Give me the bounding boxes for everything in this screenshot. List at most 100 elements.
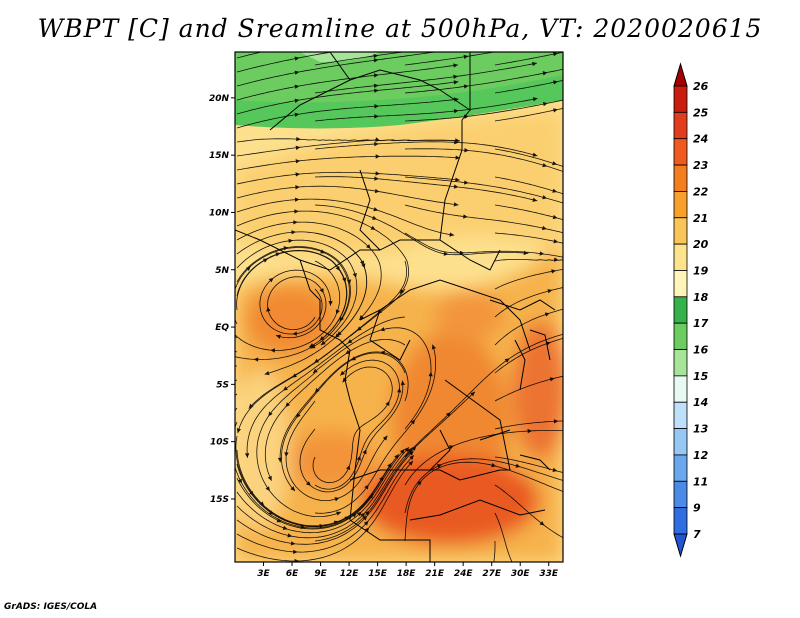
colorbar-label: 16: [693, 344, 709, 357]
streamline: [236, 450, 414, 545]
streamline-arrow: [374, 114, 379, 119]
colorbar-segment: [673, 454, 688, 482]
streamline-arrow: [262, 258, 268, 263]
streamline-arrow: [356, 455, 361, 461]
streamline-arrow: [542, 71, 548, 76]
streamline-arrow: [374, 188, 380, 194]
streamline-arrow: [236, 428, 242, 434]
streamline: [235, 260, 341, 351]
streamline-arrow: [339, 316, 344, 322]
streamline-arrow: [552, 188, 558, 193]
streamline: [285, 400, 388, 501]
streamline-arrow: [334, 333, 340, 338]
streamline-arrow: [455, 177, 460, 182]
streamline-arrow: [364, 484, 369, 490]
streamline: [236, 81, 459, 115]
streamline: [235, 344, 316, 360]
streamline-arrow: [335, 309, 340, 315]
colorbar-top-arrow: [673, 62, 688, 87]
streamline-arrow: [293, 220, 298, 225]
streamline-arrow: [385, 400, 390, 406]
streamline-arrow: [374, 176, 379, 181]
colorbar-label: 12: [693, 449, 709, 462]
lon-label: 12E: [340, 569, 360, 579]
streamline: [314, 391, 476, 542]
streamline-arrow: [282, 525, 288, 530]
lat-label: 10N: [209, 208, 230, 218]
streamline: [235, 393, 238, 396]
colorbar-label: 14: [693, 396, 708, 409]
streamline-arrow: [314, 388, 320, 393]
streamline-arrow: [268, 510, 274, 515]
lat-label: 15S: [210, 495, 229, 505]
streamline-arrow: [464, 148, 469, 153]
streamline: [494, 259, 563, 262]
streamline-arrow: [237, 478, 242, 484]
colorbar-label: 23: [693, 159, 709, 172]
streamline: [236, 453, 400, 528]
streamline-arrow: [470, 391, 475, 397]
streamline: [314, 176, 538, 202]
colorbar-bottom-arrow: [673, 533, 688, 558]
streamline-arrow: [346, 464, 351, 470]
streamline: [236, 250, 347, 341]
streamline-arrow: [491, 463, 497, 468]
streamline: [236, 98, 459, 129]
streamline-arrow: [527, 428, 533, 434]
colorbar-segment: [673, 428, 688, 456]
colorbar-label: 18: [693, 291, 709, 304]
streamline-arrow: [463, 54, 469, 59]
streamline: [236, 155, 461, 171]
streamline: [314, 344, 436, 514]
streamline-arrow: [542, 195, 548, 200]
streamline-arrow: [335, 265, 340, 271]
streamline-arrow: [267, 475, 272, 481]
streamline: [236, 460, 414, 562]
colorbar-segment: [673, 322, 688, 350]
streamline: [236, 448, 405, 530]
streamline-arrow: [542, 101, 548, 107]
lon-label: 21E: [425, 569, 445, 579]
streamline-arrow: [553, 419, 559, 424]
streamline-arrow: [360, 512, 365, 518]
streamline-arrow: [532, 61, 537, 67]
map-title: WBPT [C] and Sreamline at 500hPa, VT: 20…: [37, 14, 763, 43]
lat-label: 10S: [210, 438, 229, 448]
streamline-arrow: [305, 481, 311, 486]
colorbar-label: 24: [693, 133, 708, 146]
colorbar-label: 26: [693, 80, 709, 93]
streamline: [246, 316, 406, 458]
streamline-arrow: [268, 277, 274, 283]
colorbar-label: 19: [693, 264, 709, 277]
streamline-arrow: [453, 202, 459, 207]
streamline-arrow: [285, 402, 291, 408]
streamline-arrow: [416, 480, 422, 486]
streamline-arrow: [245, 266, 251, 271]
colorbar-label: 7: [693, 528, 701, 541]
streamline: [236, 455, 415, 553]
streamline-arrow: [542, 162, 548, 168]
streamline: [404, 68, 563, 94]
streamline: [236, 198, 455, 236]
colorbar-segment: [673, 138, 688, 166]
streamline: [256, 372, 342, 518]
streamline-arrow: [411, 446, 417, 451]
streamline: [235, 350, 238, 353]
streamline: [236, 52, 438, 87]
streamline: [281, 352, 406, 492]
streamline-arrow: [553, 108, 558, 113]
streamline-arrow: [553, 52, 558, 57]
streamline-arrow: [295, 185, 300, 190]
streamline: [494, 287, 563, 318]
streamline-arrow: [374, 141, 379, 147]
streamline-arrow: [515, 463, 521, 468]
streamline: [404, 204, 563, 234]
colorbar-segment: [673, 401, 688, 429]
streamline-arrow: [351, 512, 357, 518]
streamline-arrow: [319, 288, 324, 294]
streamline-arrow: [295, 159, 301, 164]
streamline-arrow: [379, 327, 385, 332]
streamline-arrow: [443, 251, 449, 256]
streamline-arrow: [290, 486, 296, 491]
streamline-arrow: [294, 56, 300, 61]
